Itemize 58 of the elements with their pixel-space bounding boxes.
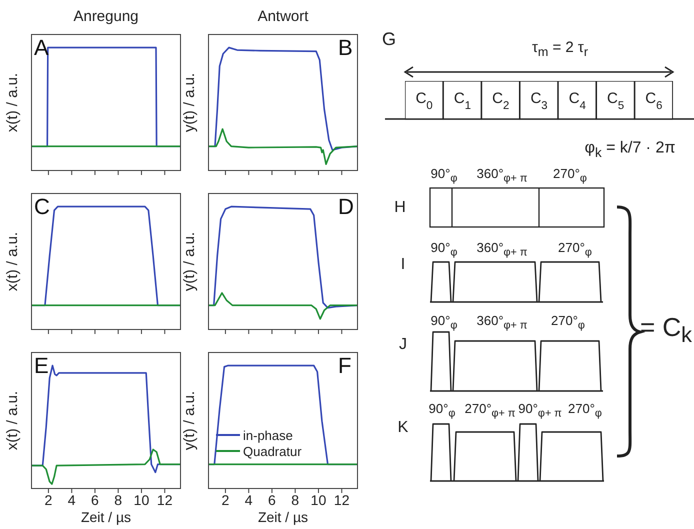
text: 90°$_{φ}$ xyxy=(430,312,458,332)
y-axis-title: y(t) / a.u. xyxy=(182,390,198,450)
annotation: A xyxy=(34,35,49,60)
annotation: D xyxy=(338,194,354,219)
x-tick-label: 10 xyxy=(310,492,326,508)
y-axis-title: x(t) / a.u. xyxy=(4,390,22,450)
annotation: E xyxy=(34,353,49,378)
x-tick-label: 4 xyxy=(244,492,253,508)
x-tick-label: 12 xyxy=(156,492,173,508)
x-tick-label: 4 xyxy=(68,492,76,508)
annotation: B xyxy=(338,35,353,60)
text: = C$_{k}$ xyxy=(640,312,692,348)
text: τ$_{m}$ = 2 τ$_{r}$ xyxy=(532,39,588,60)
annotation: C xyxy=(34,194,50,219)
text: 90°$_{φ}$ xyxy=(430,240,458,260)
y-axis-title: y(t) / a.u. xyxy=(182,232,198,292)
y-axis-title: y(t) / a.u. xyxy=(182,72,198,132)
x-tick-label: 8 xyxy=(291,492,300,508)
text: 360°$_{φ+ π}$ xyxy=(476,312,528,332)
x-tick-label: C$_{1}$ xyxy=(454,90,471,112)
x-tick-label: 12 xyxy=(334,492,350,508)
chart-title: Antwort xyxy=(256,8,310,25)
text: φ$_{k}$ = k/7 · 2π xyxy=(584,140,676,160)
x-tick-label: C$_{0}$ xyxy=(416,90,433,112)
x-tick-label: C$_{4}$ xyxy=(568,90,586,112)
text: 270°$_{φ+ π}$ xyxy=(464,400,516,420)
text: H xyxy=(394,199,406,217)
text: G xyxy=(382,29,396,50)
x-tick-label: 10 xyxy=(134,492,150,508)
x-tick-label: 2 xyxy=(44,492,53,508)
text: 360°$_{φ+ π}$ xyxy=(476,166,528,186)
legend-label: Quadratur xyxy=(243,444,302,458)
text: 270°$_{φ}$ xyxy=(558,240,592,260)
text: 90°$_{φ+ π}$ xyxy=(518,400,562,420)
text: 90°$_{φ}$ xyxy=(430,166,458,186)
text: 360°$_{φ+ π}$ xyxy=(476,240,528,260)
x-tick-label: 6 xyxy=(91,492,100,508)
text: K xyxy=(398,419,408,437)
x-axis-title: Zeit / µs xyxy=(80,509,132,525)
x-tick-label: 6 xyxy=(268,492,276,508)
x-tick-label: C$_{3}$ xyxy=(530,90,548,112)
x-axis-title: Zeit / µs xyxy=(258,509,308,525)
text: I xyxy=(400,256,406,274)
x-tick-label: C$_{5}$ xyxy=(607,90,624,112)
text: 270°$_{φ}$ xyxy=(551,312,585,332)
y-axis-title: x(t) / a.u. xyxy=(4,232,22,292)
x-tick-label: C$_{2}$ xyxy=(492,90,510,112)
text: 90°$_{φ}$ xyxy=(428,400,456,420)
y-axis-title: x(t) / a.u. xyxy=(4,72,22,132)
text: 270°$_{φ}$ xyxy=(568,400,602,420)
legend-label: in-phase xyxy=(243,428,293,442)
x-tick-label: 8 xyxy=(114,492,122,508)
annotation: F xyxy=(338,353,352,378)
text: J xyxy=(399,336,407,354)
text: 270°$_{φ}$ xyxy=(553,166,587,186)
x-tick-label: 2 xyxy=(222,492,230,508)
x-tick-label: C$_{6}$ xyxy=(645,90,662,112)
chart-title: Anregung xyxy=(72,8,140,25)
